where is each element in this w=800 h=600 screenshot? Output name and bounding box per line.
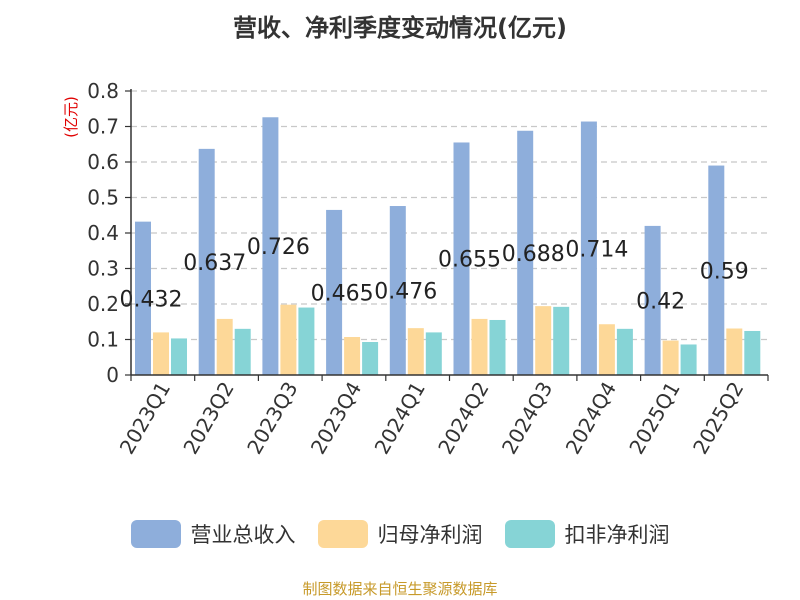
grid-lines (131, 90, 768, 341)
bar-1 (135, 221, 151, 375)
bar-1 (580, 121, 597, 375)
y-tick-label: 0.5 (87, 186, 119, 210)
data-label: 0.714 (565, 237, 628, 262)
data-label: 0.59 (700, 259, 749, 284)
data-label: 0.432 (120, 287, 183, 312)
legend-swatch (504, 520, 555, 548)
legend-item[interactable]: 扣非净利润 (504, 519, 670, 549)
legend-item[interactable]: 营业总收入 (130, 519, 296, 549)
data-label: 0.42 (636, 289, 685, 314)
bar-3 (680, 344, 697, 375)
bar-2 (471, 318, 488, 375)
bar-3 (425, 332, 442, 375)
legend-label: 扣非净利润 (564, 523, 670, 547)
bar-1 (517, 130, 534, 375)
bar-2 (535, 306, 552, 375)
chart-title: 营收、净利季度变动情况(亿元) (233, 14, 567, 42)
x-tick-label: 2023Q2 (178, 378, 238, 459)
y-tick-label: 0.2 (87, 292, 119, 316)
y-tick-label: 0.3 (87, 257, 119, 281)
data-label: 0.655 (438, 248, 501, 273)
x-tick-label: 2024Q4 (561, 378, 621, 459)
x-tick-label: 2025Q1 (624, 378, 684, 459)
bar-1 (389, 206, 406, 375)
bar-1 (198, 148, 215, 375)
bar-2 (153, 332, 169, 375)
bar-2 (662, 340, 679, 375)
bar-2 (726, 328, 743, 375)
bar-3 (362, 341, 379, 375)
bar-3 (298, 307, 315, 375)
y-tick-label: 0.8 (87, 79, 119, 103)
x-tick-label: 2023Q4 (306, 378, 366, 459)
x-tick-label: 2024Q1 (370, 378, 430, 459)
data-label: 0.476 (374, 280, 437, 305)
bar-2 (216, 318, 233, 375)
data-label: 0.688 (502, 242, 565, 267)
bar-3 (171, 338, 187, 375)
data-label: 0.726 (247, 235, 310, 260)
legend-swatch (317, 520, 368, 548)
bar-2 (344, 337, 361, 375)
x-tick-label: 2023Q3 (242, 378, 302, 459)
bar-3 (553, 306, 570, 375)
x-tick-label: 2023Q1 (115, 378, 175, 459)
bar-1 (708, 165, 725, 375)
bar-2 (598, 324, 615, 375)
data-label: 0.637 (183, 251, 246, 276)
bar-2 (280, 304, 297, 375)
y-tick-label: 0 (106, 363, 119, 387)
y-tick-label: 0.7 (87, 115, 119, 139)
x-tick-label: 2025Q2 (688, 378, 748, 459)
bar-2 (407, 328, 424, 375)
bar-3 (489, 319, 506, 375)
legend-label: 归母净利润 (377, 523, 483, 547)
y-tick-label: 0.6 (87, 150, 119, 174)
y-tick-label: 0.1 (87, 328, 119, 352)
bars (135, 117, 761, 376)
bar-1 (326, 209, 343, 375)
y-axis-label: (亿元) (62, 96, 80, 138)
bar-3 (234, 328, 251, 375)
footer-source: 制图数据来自恒生聚源数据库 (302, 580, 498, 598)
bar-1 (262, 117, 279, 376)
y-tick-label: 0.4 (87, 221, 119, 245)
bar-1 (453, 142, 470, 375)
bar-3 (616, 328, 633, 375)
bar-3 (744, 330, 761, 375)
legend-label: 营业总收入 (190, 523, 296, 547)
bar-1 (644, 225, 661, 375)
legend: 营业总收入 归母净利润 扣非净利润 (0, 519, 800, 549)
data-label: 0.465 (311, 281, 374, 306)
legend-swatch (130, 520, 181, 548)
x-tick-label: 2024Q3 (497, 378, 557, 459)
legend-item[interactable]: 归母净利润 (317, 519, 483, 549)
x-tick-label: 2024Q2 (433, 378, 493, 459)
